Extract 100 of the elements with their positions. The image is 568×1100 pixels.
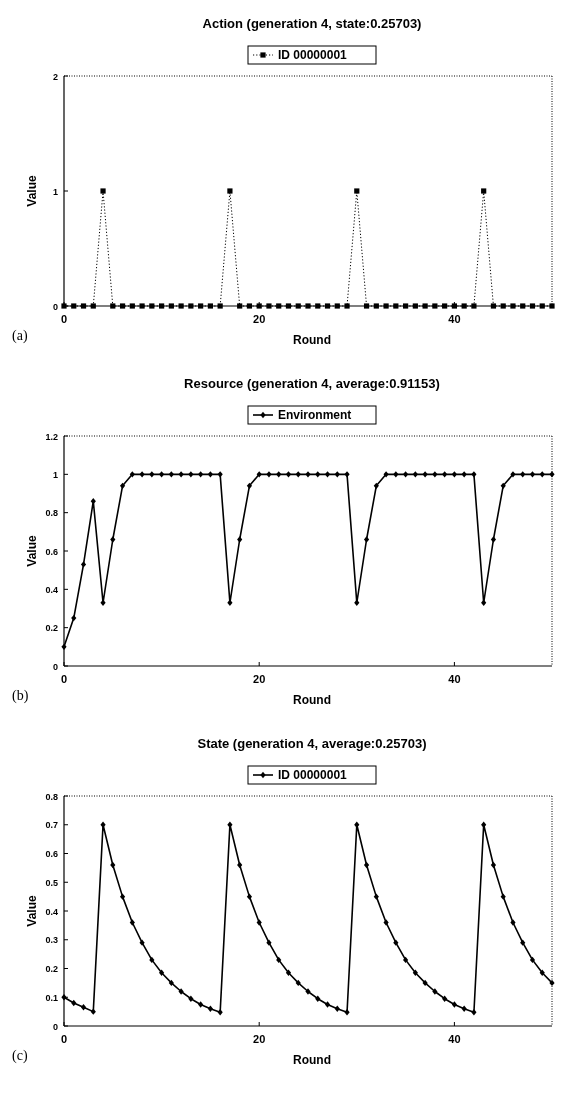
- point: [266, 939, 272, 946]
- point: [334, 1005, 340, 1012]
- point: [237, 861, 243, 869]
- point: [451, 1001, 457, 1008]
- point: [188, 995, 194, 1002]
- y-tick-label: 0.1: [45, 992, 58, 1003]
- legend-label: Environment: [278, 408, 352, 422]
- point: [256, 919, 262, 926]
- point: [71, 614, 77, 622]
- y-tick-label: 2: [52, 71, 58, 82]
- point: [100, 821, 106, 828]
- point: [168, 471, 174, 478]
- x-axis-title: Round: [293, 693, 331, 707]
- point: [549, 471, 555, 478]
- point: [451, 471, 457, 478]
- point: [198, 1001, 204, 1008]
- point: [403, 956, 409, 964]
- point: [442, 995, 448, 1002]
- point: [246, 893, 253, 900]
- point: [207, 471, 213, 478]
- x-axis-title: Round: [293, 333, 331, 347]
- y-tick-label: 1.2: [45, 431, 58, 442]
- x-tick-label: 0: [60, 673, 68, 685]
- point: [481, 599, 487, 606]
- point: [412, 969, 418, 977]
- point: [159, 471, 165, 478]
- y-tick-label: 0.2: [45, 623, 58, 634]
- point: [178, 988, 184, 995]
- point: [432, 988, 438, 995]
- point: [461, 471, 467, 478]
- point: [442, 471, 448, 478]
- text: (a): [12, 328, 28, 344]
- x-tick-label: 0: [60, 313, 68, 325]
- point: [471, 1009, 477, 1016]
- y-tick-label: 0: [52, 661, 58, 672]
- point: [80, 1004, 87, 1011]
- point: [383, 919, 389, 926]
- point: [510, 919, 516, 926]
- y-axis-title: Value: [25, 535, 39, 567]
- point: [305, 471, 311, 478]
- point: [422, 471, 428, 478]
- y-tick-label: 1: [52, 186, 58, 197]
- point: [305, 988, 311, 995]
- point: [393, 939, 399, 946]
- point: [324, 1001, 331, 1008]
- point: [246, 482, 253, 490]
- x-tick-label: 20: [253, 313, 266, 325]
- y-tick-label: 0: [52, 1021, 58, 1032]
- legend-label: ID 00000001: [278, 48, 348, 62]
- point: [490, 536, 497, 543]
- point: [110, 861, 116, 869]
- point: [285, 969, 292, 977]
- point: [539, 471, 545, 478]
- point: [500, 482, 506, 490]
- point: [315, 995, 321, 1002]
- point: [119, 482, 126, 490]
- point: [481, 821, 487, 828]
- x-tick-label: 40: [448, 313, 461, 325]
- point: [198, 471, 204, 478]
- point: [403, 471, 409, 478]
- y-tick-label: 0.4: [45, 906, 58, 917]
- y-tick-label: 0.7: [45, 820, 58, 831]
- point: [354, 599, 360, 606]
- point: [149, 471, 155, 478]
- point: [256, 471, 262, 478]
- point: [529, 956, 536, 964]
- point: [520, 471, 526, 478]
- point: [149, 956, 155, 964]
- point: [129, 471, 135, 478]
- point: [471, 471, 477, 478]
- point: [334, 471, 340, 478]
- point: [383, 471, 389, 478]
- point: [539, 969, 545, 977]
- text: (c): [12, 1048, 28, 1064]
- point: [363, 861, 370, 869]
- x-tick-label: 40: [448, 673, 461, 685]
- point: [100, 599, 106, 606]
- x-tick-label: 20: [253, 1033, 266, 1045]
- point: [119, 893, 126, 900]
- point: [80, 561, 87, 568]
- point: [344, 1009, 350, 1016]
- y-tick-label: 0.3: [45, 935, 58, 946]
- point: [393, 471, 399, 478]
- point: [432, 471, 438, 478]
- point: [217, 1009, 223, 1016]
- point: [295, 979, 301, 987]
- y-tick-label: 0.8: [45, 508, 58, 519]
- point: [529, 471, 536, 478]
- y-axis-title: Value: [25, 895, 39, 927]
- point: [520, 939, 526, 946]
- y-tick-label: 1: [52, 469, 58, 480]
- point: [90, 497, 96, 505]
- y-tick-label: 0.8: [45, 791, 58, 802]
- point: [178, 471, 184, 478]
- chart-title: Action (generation 4, state:0.25703): [202, 16, 422, 31]
- point: [188, 471, 194, 478]
- point: [110, 536, 116, 543]
- legend-label: ID 00000001: [278, 768, 348, 782]
- y-tick-label: 0: [52, 301, 58, 312]
- point: [500, 893, 506, 900]
